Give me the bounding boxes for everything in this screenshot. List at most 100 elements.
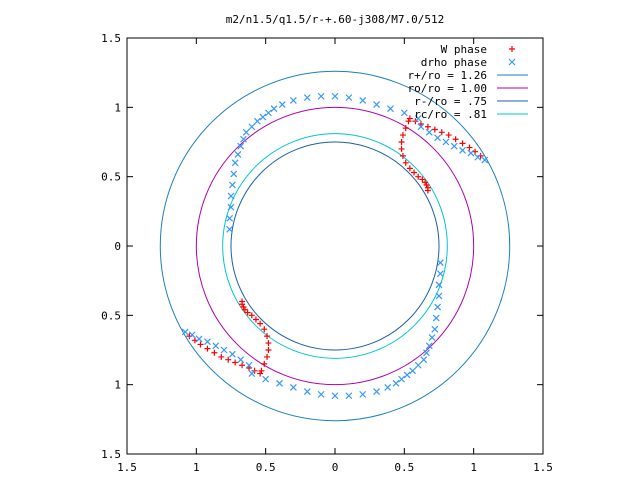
data-point: [424, 187, 431, 194]
data-point: [248, 123, 256, 131]
data-point: [261, 326, 268, 333]
data-point: [226, 225, 234, 233]
data-point: [399, 152, 406, 159]
circle-2: [230, 141, 440, 351]
data-point: [265, 347, 272, 353]
series-1: [181, 92, 489, 400]
data-point: [252, 316, 259, 323]
data-point: [259, 113, 267, 121]
data-point: [359, 96, 367, 104]
data-point: [431, 325, 439, 333]
data-point: [402, 159, 409, 166]
data-point: [228, 350, 236, 358]
data-point: [434, 134, 442, 142]
circle-0: [159, 70, 511, 422]
data-point: [197, 341, 204, 348]
data-point: [244, 309, 251, 316]
data-point: [435, 292, 443, 300]
data-point: [228, 181, 236, 189]
data-point: [445, 132, 452, 139]
data-point: [226, 214, 234, 222]
y-tick-label: 1.5: [101, 32, 121, 45]
data-point: [432, 314, 440, 322]
x-axis: 1.5 1 0.5 0 0.5 1 1.5: [117, 38, 553, 474]
y-tick-label: 0.5: [101, 309, 121, 322]
x-tick-label: 0: [332, 461, 339, 474]
y-tick-label: 1: [114, 101, 121, 114]
x-tick-label: 1.5: [117, 461, 137, 474]
data-point: [276, 379, 283, 387]
data-point: [240, 304, 247, 311]
data-point: [409, 367, 417, 375]
data-point: [428, 334, 436, 341]
data-point: [239, 362, 246, 369]
data-point: [289, 96, 297, 104]
data-point: [436, 270, 444, 278]
data-point: [481, 156, 489, 164]
x-tick-label: 1: [470, 461, 477, 474]
data-point: [270, 105, 278, 113]
legend-swatch: [509, 46, 515, 52]
data-point: [204, 345, 211, 352]
data-point: [417, 123, 425, 131]
data-point: [403, 371, 411, 379]
data-point: [204, 338, 211, 346]
data-point: [227, 203, 235, 211]
legend-label: ro/ro = 1.00: [408, 82, 487, 95]
data-series: [181, 92, 489, 400]
data-point: [359, 390, 367, 398]
data-point: [405, 118, 412, 125]
legend-label: drho phase: [421, 56, 487, 69]
data-point: [218, 353, 225, 360]
data-point: [262, 375, 270, 383]
data-point: [442, 138, 450, 146]
data-point: [303, 388, 311, 396]
data-point: [436, 259, 444, 267]
data-point: [345, 94, 353, 102]
data-point: [400, 109, 408, 117]
data-point: [261, 360, 268, 367]
data-point: [278, 101, 286, 108]
data-point: [415, 173, 422, 180]
x-tick-label: 1: [193, 461, 200, 474]
data-point: [387, 105, 394, 113]
data-point: [242, 128, 250, 136]
data-point: [317, 92, 325, 100]
data-point: [373, 101, 381, 108]
data-point: [423, 349, 430, 357]
data-point: [459, 140, 466, 147]
x-tick-label: 0.5: [256, 461, 276, 474]
data-point: [384, 384, 392, 391]
series-0: [186, 115, 484, 377]
data-point: [425, 342, 433, 350]
data-point: [265, 340, 272, 347]
data-point: [237, 356, 245, 364]
data-point: [195, 335, 203, 343]
y-tick-label: 0: [114, 240, 121, 253]
data-point: [253, 117, 261, 125]
legend-label: W phase: [441, 43, 487, 56]
data-point: [423, 181, 430, 188]
data-point: [240, 135, 247, 143]
data-point: [459, 146, 466, 154]
data-point: [435, 281, 443, 289]
data-point: [258, 367, 265, 374]
data-point: [438, 129, 445, 136]
data-point: [220, 346, 228, 354]
x-tick-label: 0.5: [394, 461, 414, 474]
circle-1: [195, 106, 475, 386]
data-point: [424, 123, 431, 130]
data-point: [466, 144, 473, 151]
data-point: [265, 109, 272, 117]
data-point: [257, 320, 264, 327]
data-point: [392, 379, 400, 387]
data-point: [289, 384, 297, 391]
data-point: [414, 361, 422, 369]
circle-3: [222, 133, 448, 359]
data-point: [406, 115, 413, 122]
legend-label: r-/ro = .75: [414, 95, 487, 108]
data-point: [188, 331, 196, 339]
data-point: [414, 115, 422, 122]
